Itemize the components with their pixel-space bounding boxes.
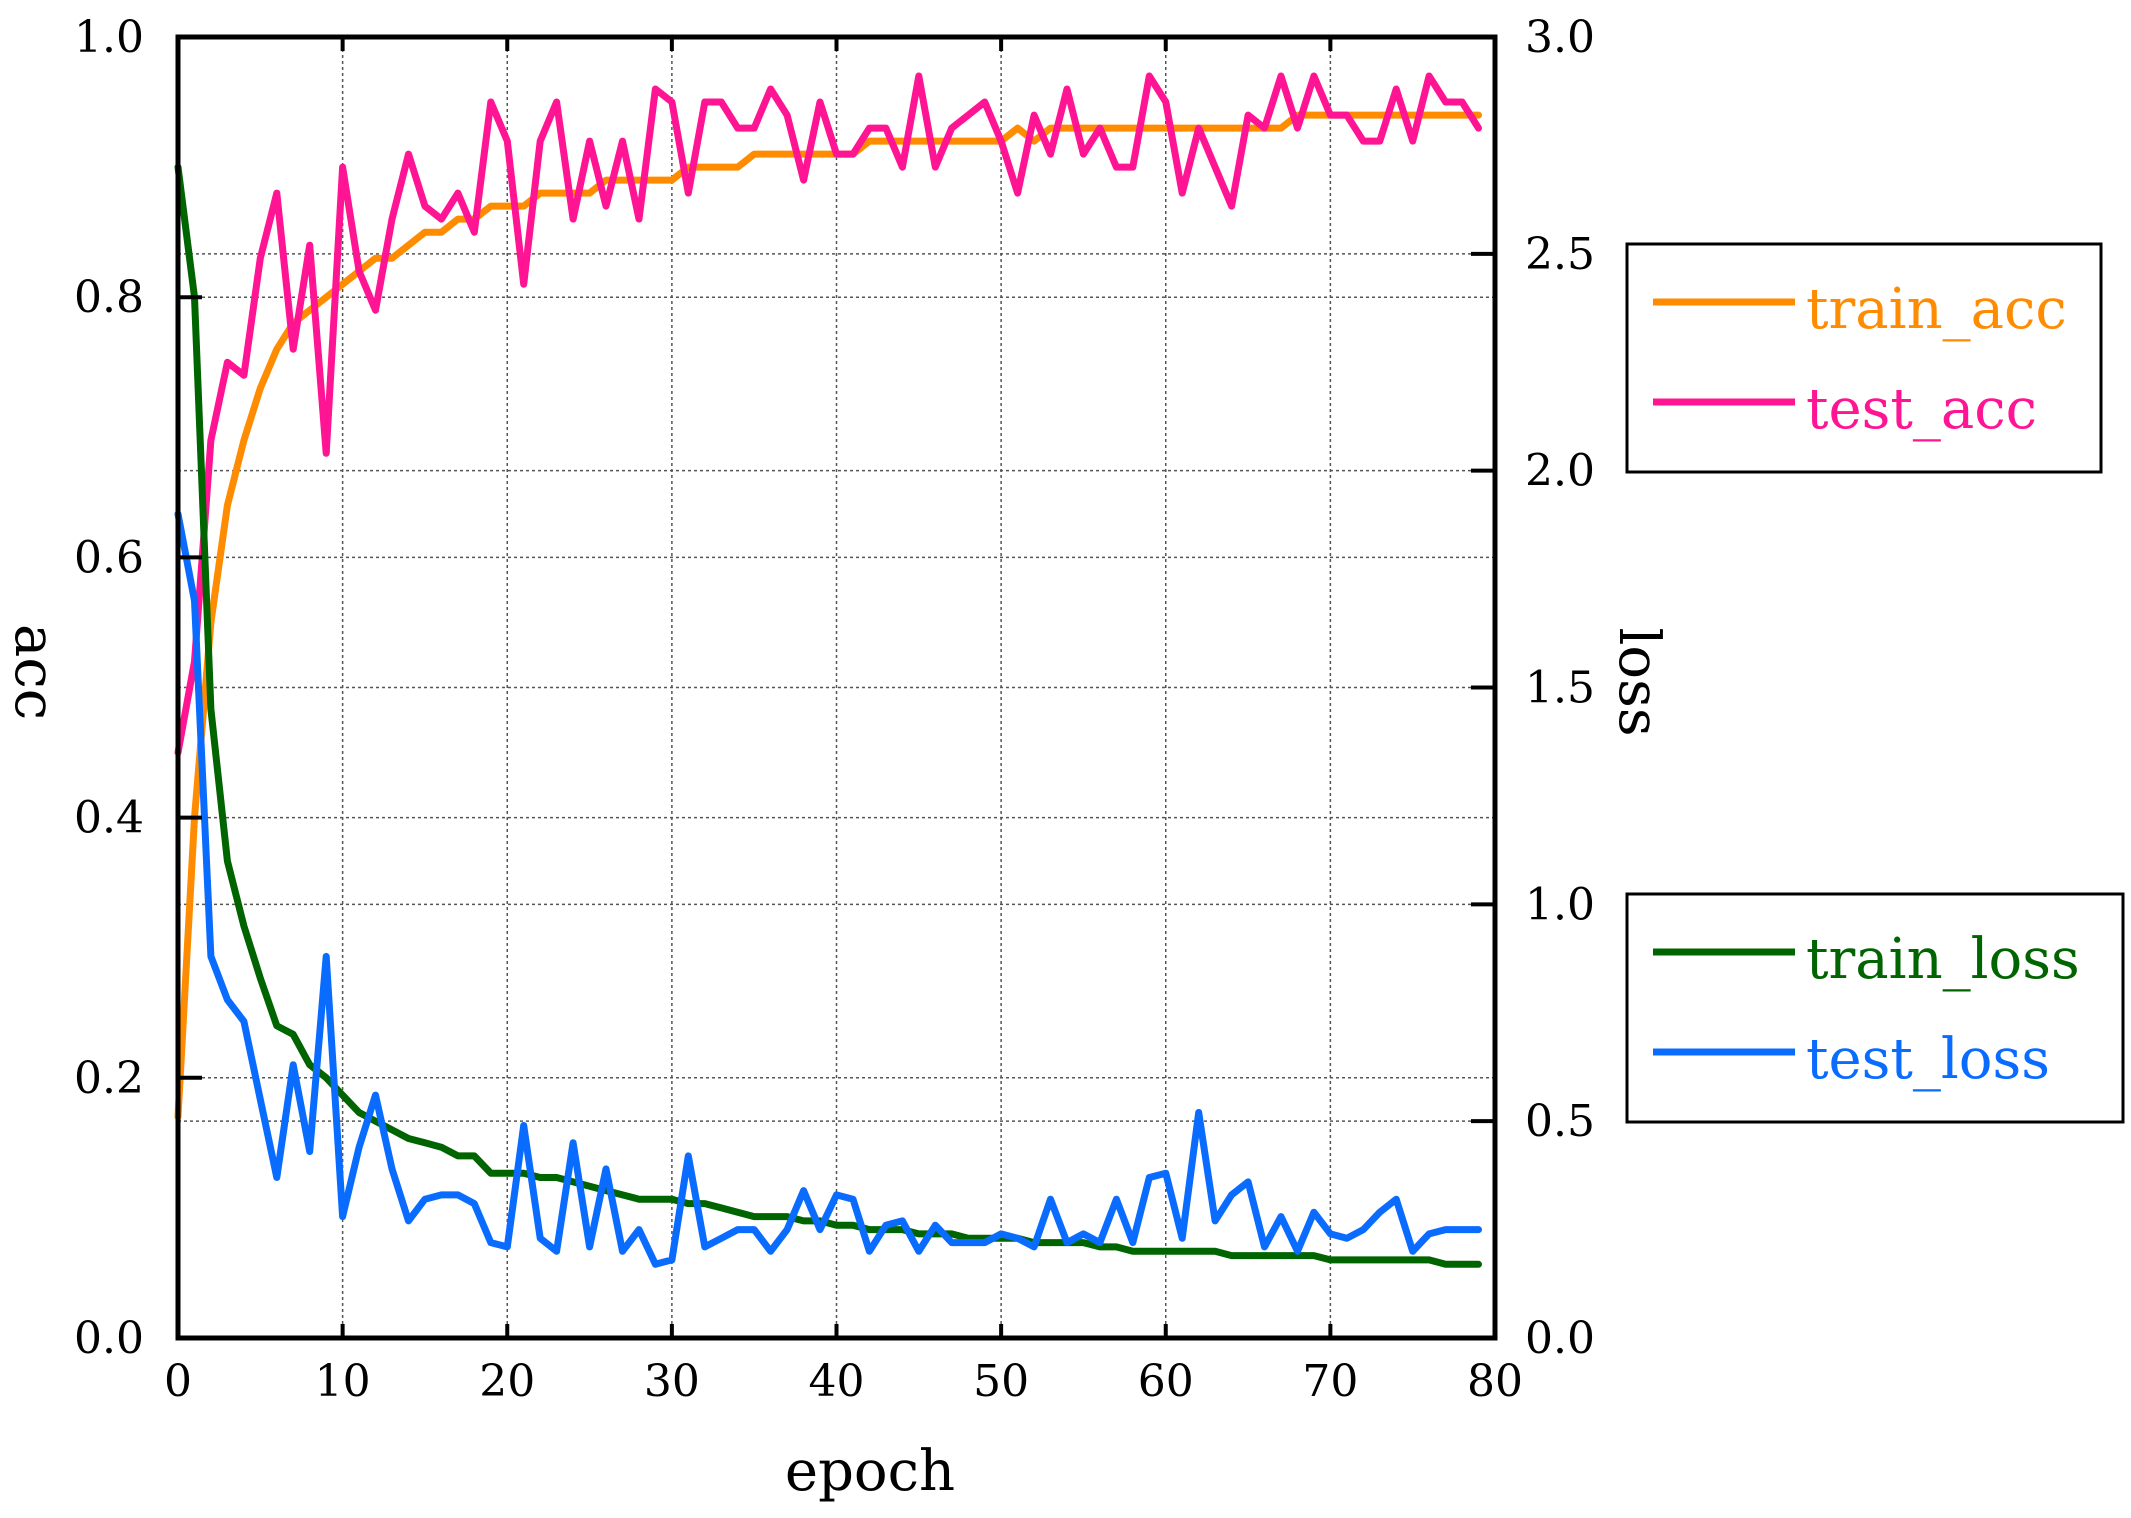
tick-label-y-right-1.5: 1.5 — [1525, 663, 1595, 714]
tick-label-y-right-2.5: 2.5 — [1525, 229, 1595, 280]
tick-label-y-right-1.0: 1.0 — [1525, 879, 1595, 930]
tick-label-x-60: 60 — [1138, 1356, 1194, 1407]
tick-label-x-30: 30 — [644, 1356, 700, 1407]
legend-label-train-acc: train_acc — [1806, 277, 2067, 342]
axis-ticks — [176, 35, 1497, 1340]
tick-label-y-left-0.6: 0.6 — [74, 532, 144, 583]
legend-label-train-loss: train_loss — [1806, 927, 2080, 992]
series-line-test-loss — [174, 510, 1482, 1268]
tick-label-x-80: 80 — [1467, 1356, 1523, 1407]
tick-label-x-70: 70 — [1302, 1356, 1358, 1407]
tick-label-y-left-0.8: 0.8 — [74, 272, 144, 323]
tick-labels: 0 10 20 30 40 50 60 70 800.00.20.40.60.81.00.00.… — [74, 12, 1595, 1407]
tick-label-y-left-1.0: 1.0 — [74, 12, 144, 63]
series-lines — [174, 72, 1482, 1268]
legend-loss-box — [1625, 892, 2125, 1124]
tick-label-y-left-0.4: 0.4 — [74, 793, 144, 844]
legend-loss: train_loss test_loss — [1625, 892, 2125, 1124]
series-line-train-acc — [174, 111, 1482, 1121]
series-line-test-acc — [174, 72, 1482, 756]
tick-label-x-10: 10 — [315, 1356, 371, 1407]
tick-label-x-50: 50 — [973, 1356, 1029, 1407]
legend-accuracy-box — [1625, 242, 2103, 474]
tick-label-x-0: 0 — [164, 1356, 192, 1407]
legend-label-test-loss: test_loss — [1806, 1027, 2050, 1092]
tick-label-y-right-2.0: 2.0 — [1525, 446, 1595, 497]
y-right-axis-title: loss — [1606, 627, 1671, 736]
tick-label-y-right-0.0: 0.0 — [1525, 1313, 1595, 1364]
legend-accuracy: train_acc test_acc — [1625, 242, 2103, 474]
tick-label-y-left-0.2: 0.2 — [74, 1053, 144, 1104]
x-axis-title: epoch — [785, 1439, 955, 1504]
tick-label-y-right-3.0: 3.0 — [1525, 12, 1595, 63]
tick-label-x-20: 20 — [479, 1356, 535, 1407]
legend-label-test-acc: test_acc — [1806, 377, 2037, 442]
tick-label-x-40: 40 — [809, 1356, 865, 1407]
tick-label-y-right-0.5: 0.5 — [1525, 1096, 1595, 1147]
y-left-axis-title: acc — [2, 624, 67, 720]
grid-lines — [178, 37, 1495, 1338]
series-line-train-loss — [174, 163, 1482, 1268]
tick-label-y-left-0.0: 0.0 — [74, 1313, 144, 1364]
